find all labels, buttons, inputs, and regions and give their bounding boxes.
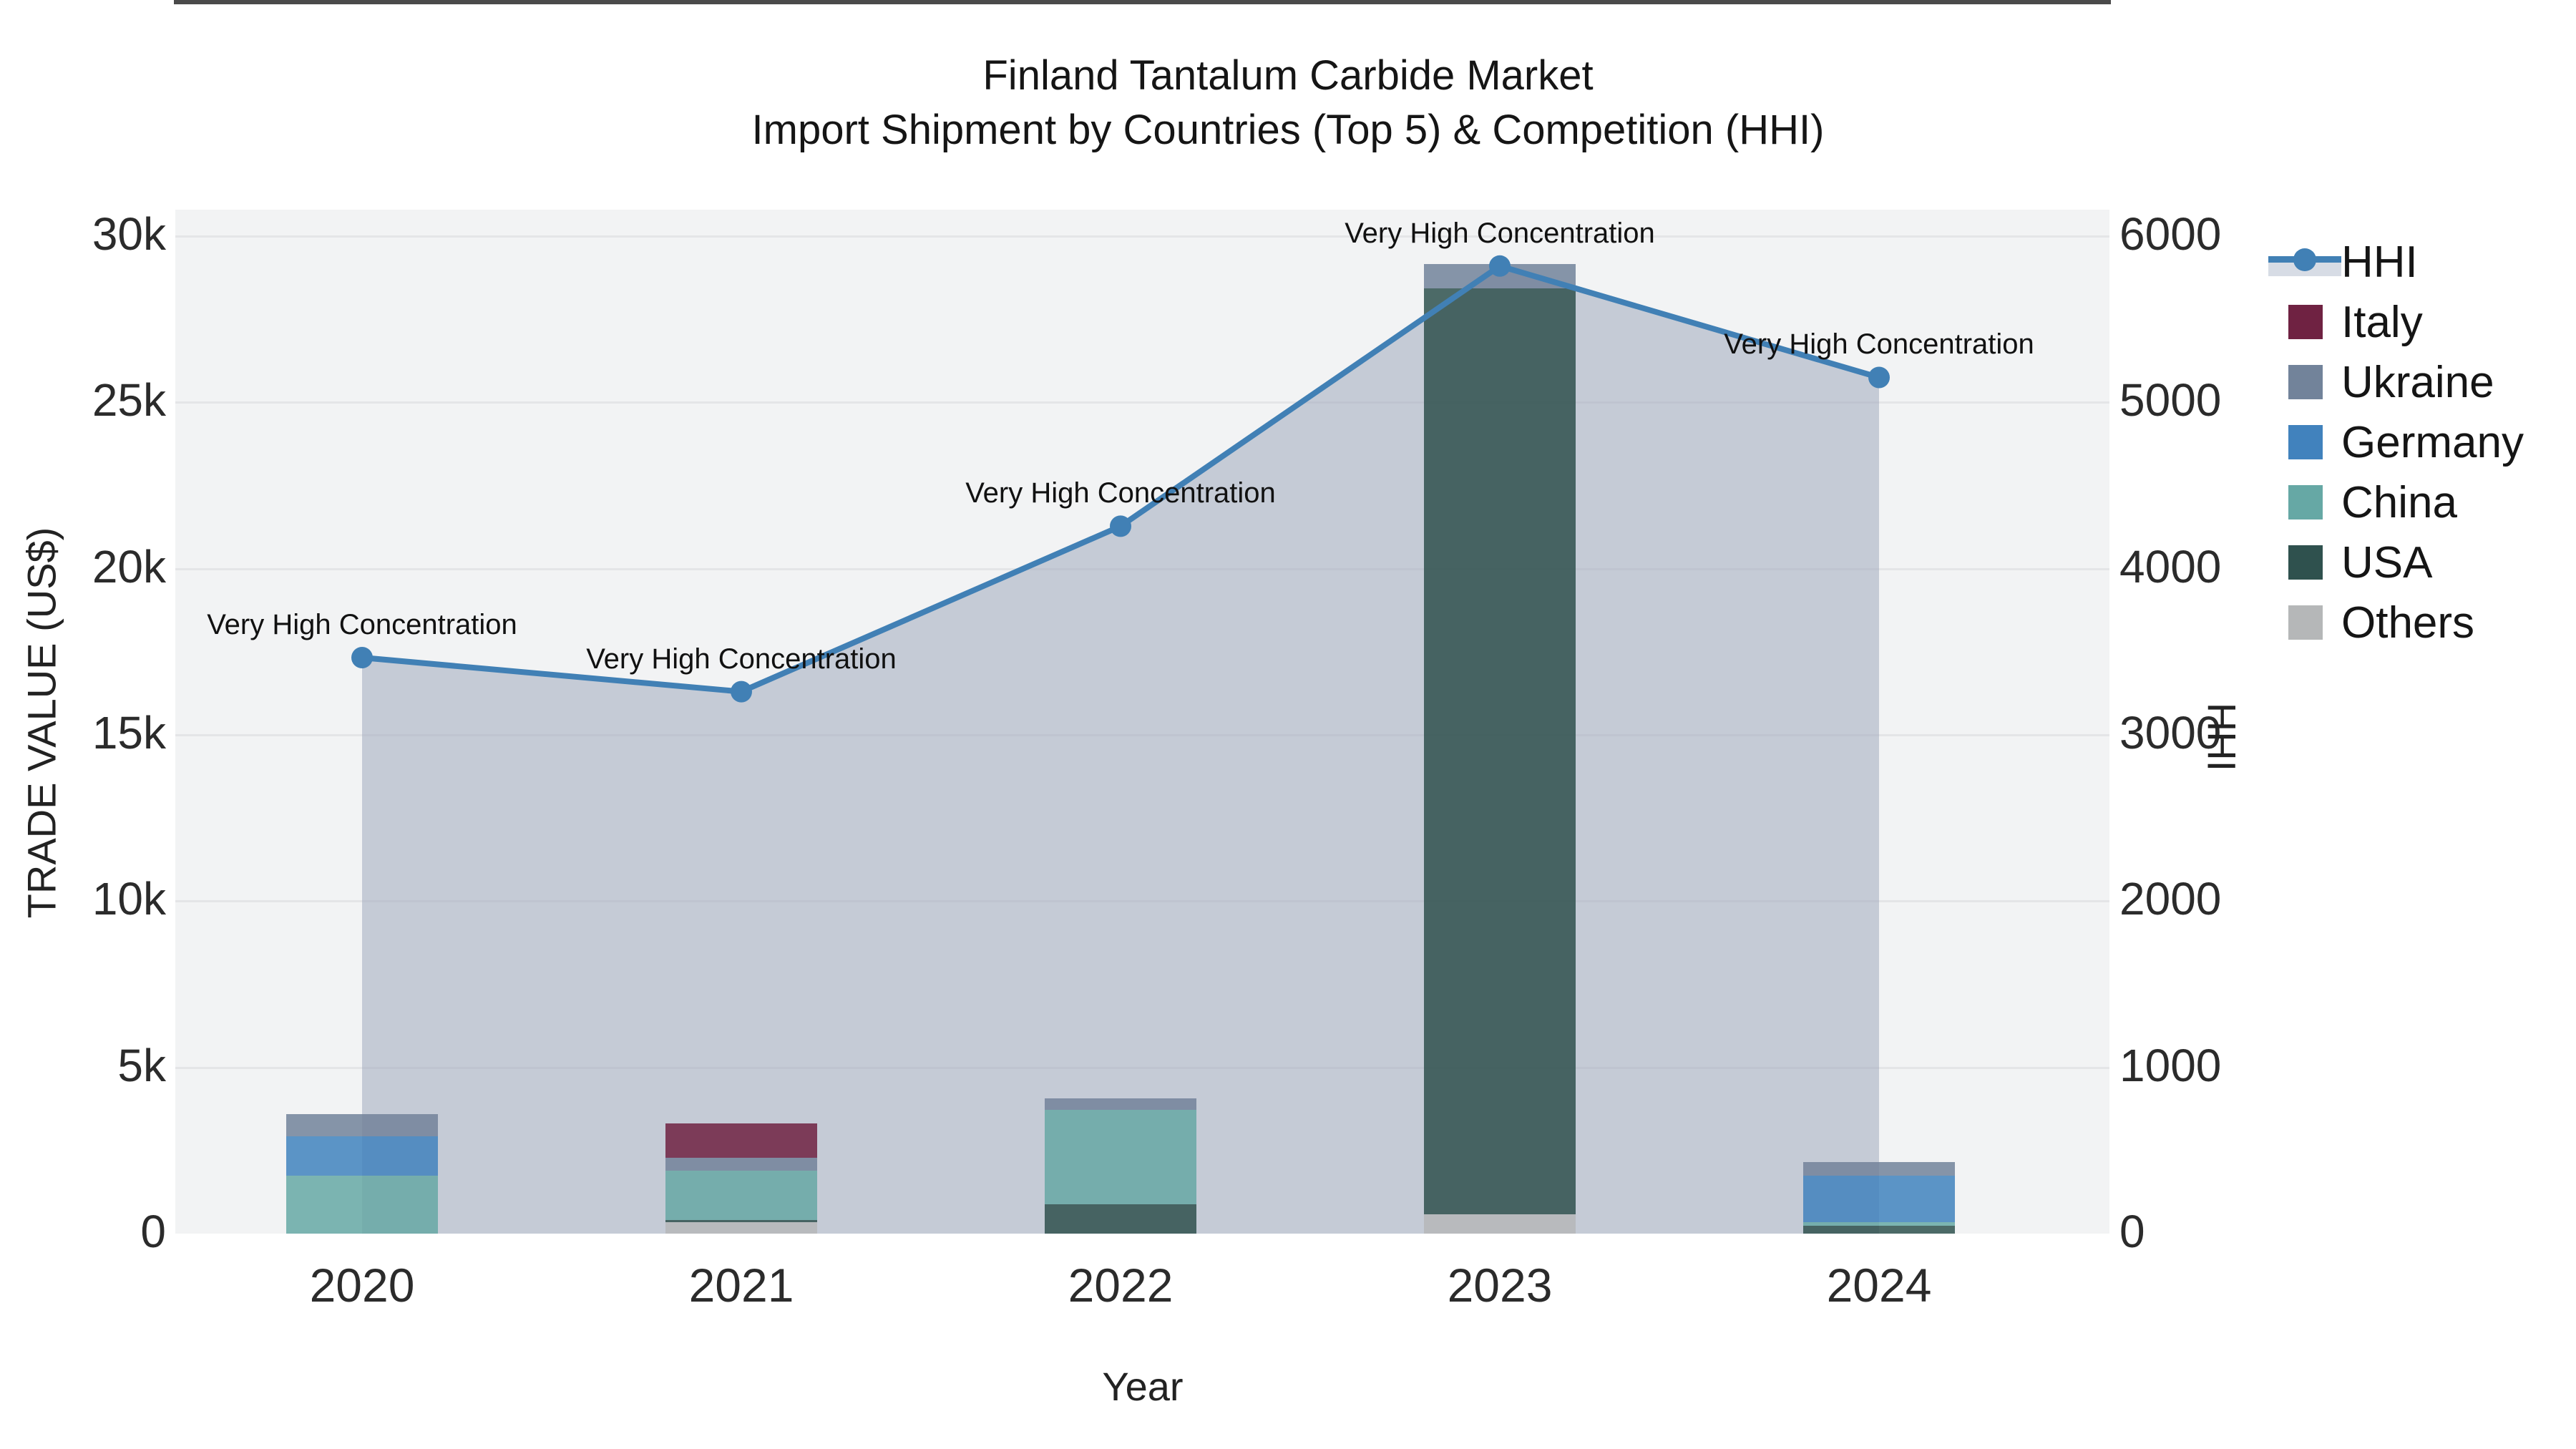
legend-item-ukraine[interactable]: Ukraine — [2261, 353, 2569, 411]
y-right-tick-5000: 5000 — [2119, 374, 2222, 426]
y-axis-left-title: TRADE VALUE (US$) — [19, 527, 64, 919]
x-axis-line — [174, 0, 2111, 4]
y-left-tick-20k: 20k — [92, 540, 166, 592]
bar-2021-others — [665, 1222, 817, 1234]
legend-swatch-italy — [2288, 305, 2323, 339]
legend-label-china: China — [2341, 477, 2457, 527]
legend-item-germany[interactable]: Germany — [2261, 414, 2569, 471]
gridline-30000 — [175, 235, 2109, 238]
bar-2024-germany — [1803, 1175, 1955, 1223]
y-right-tick-6000: 6000 — [2119, 208, 2222, 260]
bar-2023-ukraine — [1424, 263, 1576, 289]
y-right-tick-4000: 4000 — [2119, 540, 2222, 592]
legend-swatch-usa — [2288, 545, 2323, 580]
legend-label-usa: USA — [2341, 537, 2433, 587]
bar-2020-china — [286, 1175, 438, 1234]
chart-title-line2: Import Shipment by Countries (Top 5) & C… — [751, 107, 1825, 153]
y-left-tick-5k: 5k — [117, 1039, 166, 1091]
legend-item-usa[interactable]: USA — [2261, 534, 2569, 591]
x-tick-2020: 2020 — [309, 1259, 415, 1312]
bar-2021-italy — [665, 1123, 817, 1158]
legend-swatch-china — [2288, 485, 2323, 519]
chart-title-line1: Finland Tantalum Carbide Market — [982, 52, 1594, 99]
legend-swatch-ukraine — [2288, 365, 2323, 399]
plot-area-background — [175, 210, 2109, 1234]
y-left-tick-30k: 30k — [92, 208, 166, 260]
bar-2022-ukraine — [1045, 1098, 1196, 1110]
bar-2022-usa — [1045, 1204, 1196, 1234]
y-axis-right-title: HHI — [2199, 702, 2245, 772]
legend-swatch-others — [2288, 605, 2323, 640]
hhi-annotation-2021: Very High Concentration — [586, 643, 897, 675]
bar-2022-china — [1045, 1109, 1196, 1205]
x-tick-2023: 2023 — [1447, 1259, 1553, 1312]
hhi-annotation-2022: Very High Concentration — [965, 477, 1276, 509]
y-right-tick-3000: 3000 — [2119, 707, 2222, 758]
bar-2024-china — [1803, 1222, 1955, 1226]
legend-label-italy: Italy — [2341, 297, 2423, 347]
y-right-tick-1000: 1000 — [2119, 1039, 2222, 1091]
legend-item-italy[interactable]: Italy — [2261, 293, 2569, 351]
x-tick-2021: 2021 — [688, 1259, 794, 1312]
y-left-tick-0: 0 — [140, 1206, 166, 1257]
gridline-15000 — [175, 734, 2109, 736]
hhi-legend-sample-icon — [2268, 245, 2341, 279]
bar-2021-ukraine — [665, 1158, 817, 1171]
x-tick-2022: 2022 — [1068, 1259, 1174, 1312]
gridline-20000 — [175, 567, 2109, 570]
gridline-25000 — [175, 401, 2109, 404]
y-right-tick-0: 0 — [2119, 1206, 2145, 1257]
bar-2020-ukraine — [286, 1114, 438, 1137]
legend-item-china[interactable]: China — [2261, 474, 2569, 531]
hhi-annotation-2024: Very High Concentration — [1724, 328, 2034, 361]
bar-2023-usa — [1424, 288, 1576, 1215]
legend-item-others[interactable]: Others — [2261, 594, 2569, 651]
hhi-marker-icon — [2293, 248, 2316, 271]
bar-2024-usa — [1803, 1226, 1955, 1234]
hhi-annotation-2020: Very High Concentration — [207, 608, 517, 640]
y-left-tick-25k: 25k — [92, 374, 166, 426]
x-axis-title: Year — [1102, 1364, 1184, 1409]
legend-label-ukraine: Ukraine — [2341, 357, 2494, 407]
bar-2023-others — [1424, 1214, 1576, 1234]
legend-label-germany: Germany — [2341, 417, 2524, 467]
hhi-annotation-2023: Very High Concentration — [1345, 217, 1655, 249]
x-tick-2024: 2024 — [1826, 1259, 1932, 1312]
bar-2024-ukraine — [1803, 1162, 1955, 1176]
bar-2021-usa — [665, 1220, 817, 1223]
bar-2020-germany — [286, 1136, 438, 1176]
y-left-tick-10k: 10k — [92, 873, 166, 925]
legend-label-others: Others — [2341, 597, 2475, 648]
bar-2021-china — [665, 1171, 817, 1221]
y-right-tick-2000: 2000 — [2119, 873, 2222, 925]
legend-item-hhi[interactable]: HHI — [2261, 233, 2569, 291]
legend-swatch-germany — [2288, 425, 2323, 459]
legend-label-hhi: HHI — [2341, 237, 2418, 287]
gridline-10000 — [175, 900, 2109, 903]
y-left-tick-15k: 15k — [92, 707, 166, 758]
gridline-5000 — [175, 1066, 2109, 1069]
